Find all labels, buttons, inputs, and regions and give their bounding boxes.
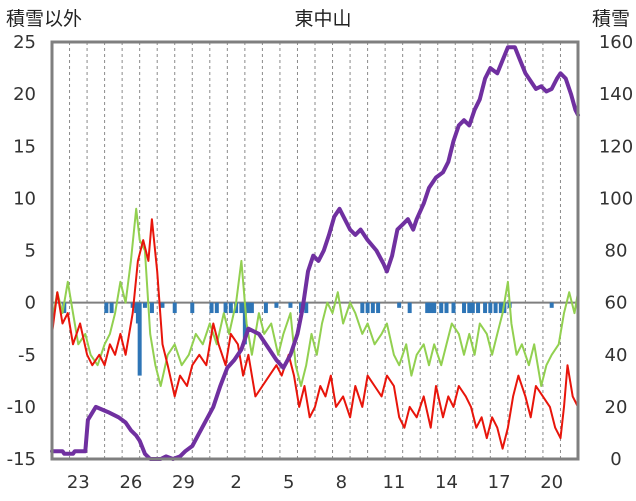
x-tick-label: 20 [540, 472, 563, 493]
precip-bar [142, 302, 147, 308]
precip-bar [214, 302, 219, 314]
precip-bar [109, 302, 114, 314]
precip-bar [172, 302, 177, 314]
x-tick-label: 2 [230, 472, 241, 493]
precip-bar [209, 302, 214, 314]
x-tick-label: 23 [67, 472, 90, 493]
precip-bar [223, 302, 228, 314]
precip-bar [425, 302, 430, 314]
y-right-tick-label: 0 [610, 449, 621, 470]
precip-bar [149, 302, 154, 314]
precip-bar [137, 302, 142, 376]
precip-bar [228, 302, 233, 314]
precip-bar [274, 302, 279, 308]
y-left-tick-label: 15 [13, 136, 36, 157]
precip-bar [428, 302, 433, 314]
green-series-line [51, 207, 579, 387]
x-tick-label: 29 [172, 472, 195, 493]
y-left-tick-label: -5 [18, 345, 36, 366]
y-left-tick-label: 25 [13, 32, 36, 53]
right-axis-title: 積雪 [592, 8, 630, 30]
precip-bar [246, 302, 251, 314]
precip-bar [304, 302, 309, 314]
precip-bar [190, 302, 195, 314]
y-right-tick-label: 20 [605, 397, 628, 418]
precip-bar [288, 302, 293, 308]
precip-bar [483, 302, 488, 314]
precip-bar [239, 302, 244, 314]
x-tick-label: 26 [119, 472, 142, 493]
y-right-tick-label: 140 [599, 84, 633, 105]
chart-title: 東中山 [294, 8, 351, 30]
y-right-tick-label: 80 [605, 241, 628, 262]
precip-bar [439, 302, 444, 314]
x-tick-label: 8 [336, 472, 347, 493]
y-left-tick-label: 5 [25, 241, 36, 262]
x-tick-label: 14 [435, 472, 458, 493]
precip-bar [370, 302, 375, 314]
precip-bar [488, 302, 493, 314]
y-left-tick-label: 10 [13, 188, 36, 209]
plot-area: 2520151050-5-10-151601401201008060402002… [7, 32, 634, 493]
precip-bar [263, 302, 268, 314]
red-series-line [51, 218, 579, 450]
precip-bar [462, 302, 467, 314]
precip-bar [467, 302, 472, 314]
y-right-tick-label: 160 [599, 32, 633, 53]
precip-bar [407, 302, 412, 314]
y-right-tick-label: 60 [605, 293, 628, 314]
precip-bar [397, 302, 402, 308]
precip-bar [432, 302, 437, 314]
y-right-tick-label: 100 [599, 188, 633, 209]
x-tick-label: 17 [488, 472, 511, 493]
y-right-tick-label: 120 [599, 136, 633, 157]
precip-bar [549, 302, 554, 308]
precip-bar [444, 302, 449, 314]
precip-bar [249, 302, 254, 314]
precip-bar [470, 302, 475, 314]
precip-bar [476, 302, 481, 314]
y-left-tick-label: -10 [7, 397, 36, 418]
precip-bar [376, 302, 381, 314]
y-left-tick-label: 20 [13, 84, 36, 105]
y-left-tick-label: 0 [25, 293, 36, 314]
y-right-tick-label: 40 [605, 345, 628, 366]
precip-bar [242, 302, 247, 345]
precip-bar [360, 302, 365, 314]
y-left-tick-label: -15 [7, 449, 36, 470]
x-tick-label: 5 [283, 472, 294, 493]
precip-bar [160, 302, 165, 308]
precip-bar [498, 302, 503, 314]
precip-bar [493, 302, 498, 314]
precip-bar [365, 302, 370, 314]
precip-bar [451, 302, 456, 314]
plot-frame [50, 40, 580, 461]
precip-bar [234, 302, 239, 314]
snow-depth-line [50, 45, 580, 461]
x-tick-label: 11 [382, 472, 405, 493]
precip-bar [104, 302, 109, 314]
left-axis-title: 積雪以外 [6, 8, 82, 30]
